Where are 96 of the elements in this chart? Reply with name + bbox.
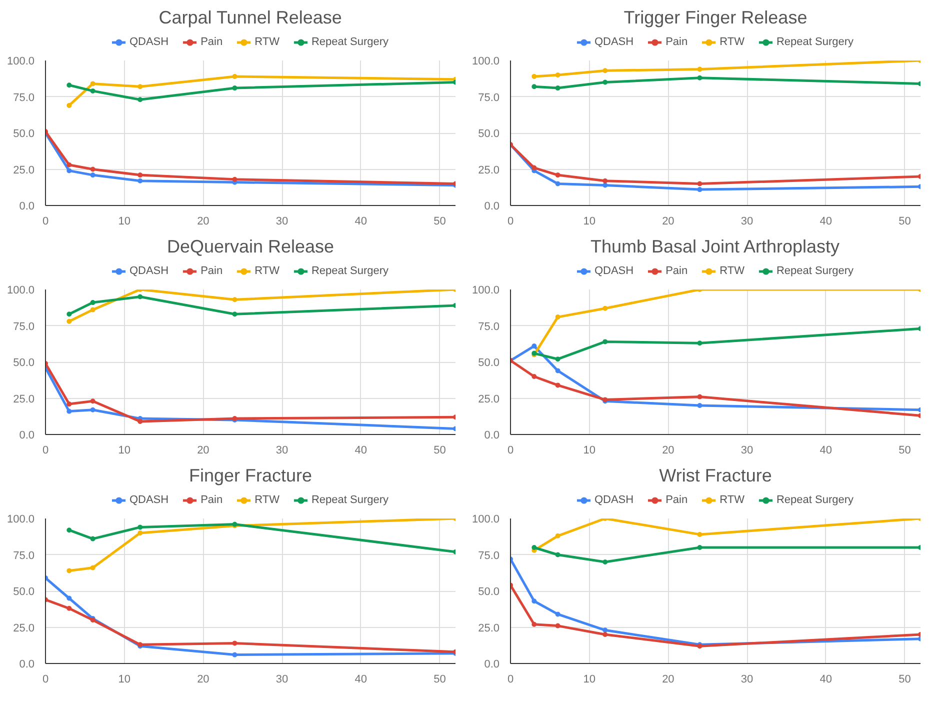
legend-label: Pain (200, 494, 223, 506)
chart-title: Thumb Basal Joint Arthroplasty (590, 236, 840, 256)
x-tick-label: 40 (820, 444, 832, 456)
legend-label: Pain (666, 36, 688, 48)
x-tick-label: 30 (276, 444, 288, 456)
y-tick-label: 100.0 (6, 284, 35, 296)
y-tick-label: 25.0 (478, 393, 500, 406)
legend-label: Pain (200, 36, 223, 48)
y-tick-label: 25.0 (13, 393, 35, 406)
legend-label: RTW (254, 36, 280, 48)
y-tick-label: 25.0 (478, 164, 500, 176)
y-tick-label: 75.0 (478, 320, 500, 333)
y-tick-label: 50.0 (478, 128, 500, 140)
legend-label: QDASH (129, 494, 169, 506)
x-tick-label: 30 (276, 216, 288, 228)
y-tick-label: 0.0 (19, 658, 35, 670)
x-tick-label: 0 (42, 216, 49, 228)
x-tick-label: 10 (118, 444, 130, 456)
y-tick-label: 50.0 (478, 357, 500, 369)
x-tick-label: 50 (898, 216, 911, 228)
x-tick-label: 20 (662, 444, 674, 456)
x-tick-label: 10 (583, 674, 596, 686)
chart-title: DeQuervain Release (166, 236, 334, 256)
x-tick-label: 50 (434, 674, 446, 686)
x-tick-label: 0 (507, 674, 514, 686)
y-tick-label: 0.0 (484, 430, 500, 442)
x-tick-label: 40 (354, 674, 368, 686)
legend-label: Pain (666, 265, 688, 277)
x-tick-label: 20 (197, 216, 210, 228)
x-tick-label: 40 (820, 674, 832, 686)
x-tick-label: 0 (42, 674, 49, 686)
y-tick-label: 50.0 (13, 357, 35, 369)
legend-label: Repeat Surgery (776, 36, 854, 48)
y-tick-label: 100.0 (6, 56, 35, 68)
legend-label: Pain (666, 494, 688, 506)
y-tick-label: 75.0 (13, 92, 35, 104)
x-tick-label: 40 (820, 216, 832, 228)
legend-label: QDASH (594, 36, 634, 48)
y-tick-label: 100.0 (472, 284, 500, 296)
x-tick-label: 30 (740, 216, 754, 228)
y-tick-label: 25.0 (13, 164, 35, 176)
x-tick-label: 10 (118, 674, 130, 686)
legend-label: RTW (720, 494, 744, 506)
legend-label: QDASH (129, 265, 169, 277)
chart-title: Carpal Tunnel Release (158, 8, 342, 28)
x-tick-label: 20 (662, 674, 674, 686)
legend-label: Repeat Surgery (311, 36, 389, 48)
y-tick-label: 50.0 (13, 128, 35, 140)
legend-label: QDASH (594, 494, 634, 506)
chart-title: Finger Fracture (188, 466, 312, 486)
x-tick-label: 30 (740, 674, 754, 686)
y-tick-label: 25.0 (478, 622, 500, 634)
y-tick-label: 0.0 (19, 200, 35, 212)
legend-label: Repeat Surgery (311, 494, 389, 506)
x-tick-label: 20 (197, 444, 210, 456)
x-tick-label: 10 (583, 216, 596, 228)
legend-label: RTW (254, 494, 280, 506)
x-tick-label: 20 (662, 216, 674, 228)
x-tick-label: 0 (42, 444, 49, 456)
legend-label: RTW (720, 265, 744, 277)
x-tick-label: 40 (354, 216, 368, 228)
y-tick-label: 25.0 (13, 622, 35, 634)
x-tick-label: 50 (434, 216, 446, 228)
legend-label: Repeat Surgery (776, 494, 854, 506)
y-tick-label: 100.0 (472, 56, 500, 68)
legend-label: Repeat Surgery (311, 265, 389, 277)
y-tick-label: 100.0 (472, 514, 500, 526)
chart-title: Trigger Finger Release (624, 8, 808, 28)
x-tick-label: 10 (583, 444, 596, 456)
y-tick-label: 75.0 (478, 92, 500, 104)
x-tick-label: 0 (507, 216, 514, 228)
x-tick-label: 30 (740, 444, 754, 456)
y-tick-label: 0.0 (484, 658, 500, 670)
x-tick-label: 20 (197, 674, 210, 686)
x-tick-label: 30 (276, 674, 288, 686)
x-tick-label: 10 (118, 216, 130, 228)
x-tick-label: 50 (898, 444, 911, 456)
x-tick-label: 50 (898, 674, 911, 686)
x-tick-label: 0 (507, 444, 514, 456)
legend-label: Pain (200, 265, 223, 277)
x-tick-label: 50 (434, 444, 446, 456)
y-tick-label: 0.0 (19, 430, 35, 442)
legend-label: QDASH (594, 265, 634, 277)
y-tick-label: 50.0 (13, 586, 35, 598)
y-tick-label: 100.0 (6, 514, 35, 526)
legend-label: QDASH (129, 36, 169, 48)
legend-label: RTW (254, 265, 280, 277)
y-tick-label: 75.0 (478, 550, 500, 562)
chart-title: Wrist Fracture (659, 466, 772, 486)
y-tick-label: 0.0 (484, 200, 500, 212)
y-tick-label: 75.0 (13, 550, 35, 562)
legend-label: RTW (720, 36, 744, 48)
y-tick-label: 50.0 (478, 586, 500, 598)
x-tick-label: 40 (354, 444, 368, 456)
legend-label: Repeat Surgery (776, 265, 854, 277)
y-tick-label: 75.0 (13, 320, 35, 333)
